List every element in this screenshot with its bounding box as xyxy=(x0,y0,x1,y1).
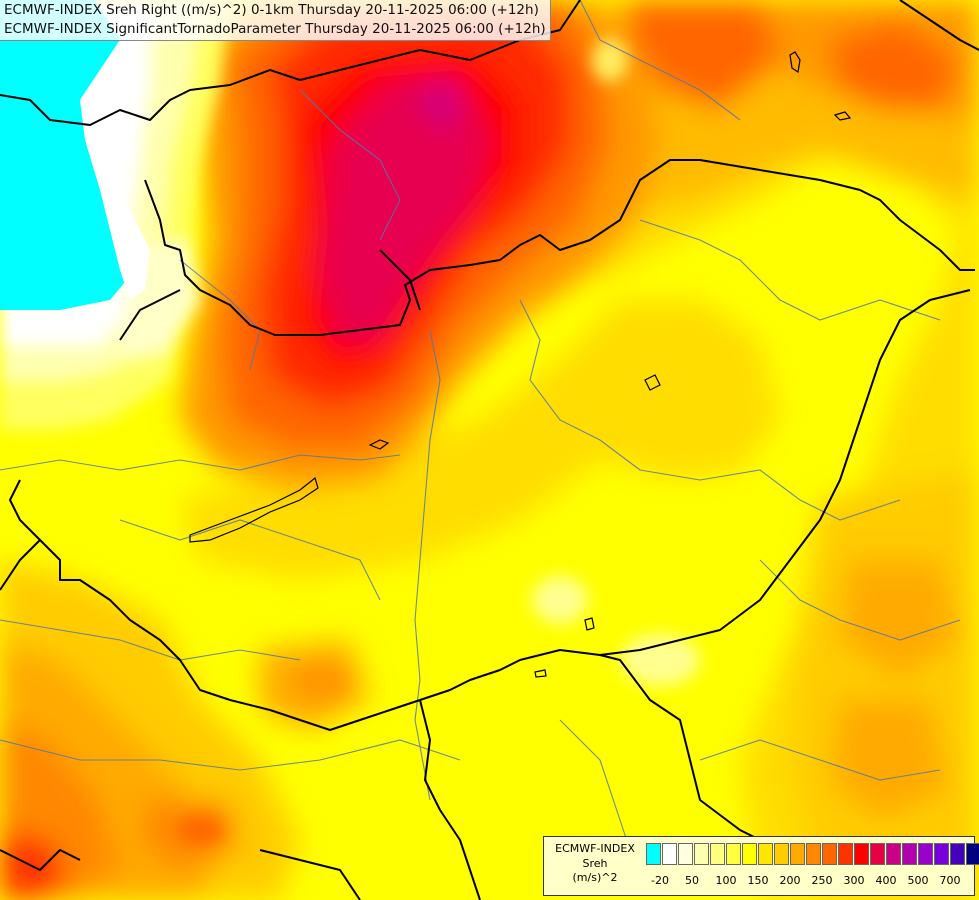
title-sreh: ECMWF-INDEX Sreh Right ((m/s)^2) 0-1km T… xyxy=(4,2,539,18)
legend-swatches xyxy=(646,843,979,865)
legend-swatch xyxy=(678,843,693,865)
rivers xyxy=(0,0,961,881)
legend-swatch xyxy=(742,843,757,865)
legend-swatch xyxy=(934,843,949,865)
lakes xyxy=(189,51,852,678)
legend-tick-label: 250 xyxy=(811,874,833,887)
legend-tick-label: 150 xyxy=(747,874,769,887)
legend-swatch xyxy=(710,843,725,865)
pale-spots xyxy=(178,38,700,844)
legend-title-param: Sreh xyxy=(582,856,608,870)
legend-swatch xyxy=(902,843,917,865)
legend-title-unit: (m/s)^2 xyxy=(572,871,618,884)
legend-swatch xyxy=(774,843,789,865)
legend-tick-label: 700 xyxy=(939,874,961,887)
legend-swatch xyxy=(758,843,773,865)
legend-tick-label: 50 xyxy=(685,874,699,887)
white-strip xyxy=(80,0,150,300)
legend-tick-label: 400 xyxy=(875,874,897,887)
legend-tick-label: 100 xyxy=(715,874,737,887)
legend-swatch xyxy=(806,843,821,865)
legend-swatch xyxy=(870,843,885,865)
legend-tick-label: 500 xyxy=(907,874,929,887)
legend-swatch xyxy=(950,843,965,865)
legend-swatch xyxy=(854,843,869,865)
legend-tick-label: 200 xyxy=(779,874,801,887)
legend-swatch xyxy=(694,843,709,865)
legend-swatch xyxy=(726,843,741,865)
legend-swatch xyxy=(822,843,837,865)
legend-swatch xyxy=(646,843,661,865)
legend-swatch xyxy=(918,843,933,865)
legend-tick-label: -20 xyxy=(651,874,669,887)
legend-ticks: -20 50 100 150 200 250 300 400 500 700 xyxy=(646,874,974,888)
legend-title: ECMWF-INDEX Sreh (m/s)^2 xyxy=(546,842,644,886)
legend-swatch xyxy=(662,843,677,865)
legend-swatch xyxy=(790,843,805,865)
cyan-region xyxy=(0,0,135,310)
legend-swatch xyxy=(838,843,853,865)
title-box: ECMWF-INDEX Sreh Right ((m/s)^2) 0-1km T… xyxy=(0,0,551,41)
legend-title-model: ECMWF-INDEX xyxy=(555,842,635,855)
title-stp: ECMWF-INDEX SignificantTornadoParameter … xyxy=(4,20,546,37)
legend-swatch xyxy=(886,843,901,865)
legend-tick-label: 300 xyxy=(843,874,865,887)
legend-swatch xyxy=(966,843,979,865)
color-legend: ECMWF-INDEX Sreh (m/s)^2 -20 50 100 150 200 2… xyxy=(543,836,979,896)
